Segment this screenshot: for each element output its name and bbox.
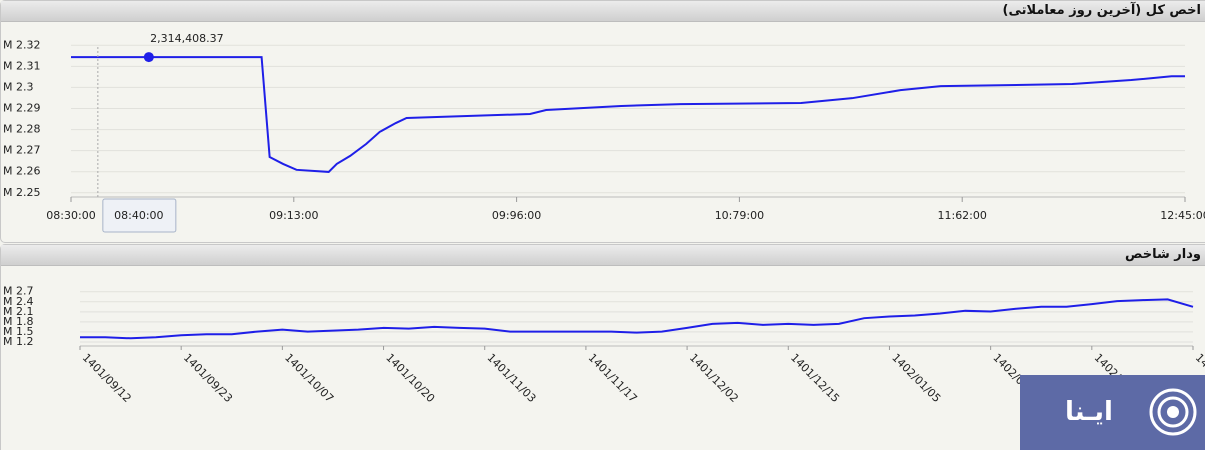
panel-header: اخص کل (آخرین روز معاملاتی) (1, 1, 1205, 22)
panel: اخص کل (آخرین روز معاملاتی) (0, 0, 1205, 243)
y-tick-label: M 2.27 (3, 144, 40, 157)
y-tick-label: M 2.31 (3, 59, 40, 72)
x-tick-label: 12:45:00 (1160, 209, 1205, 222)
x-tick-label: 14 (1193, 351, 1205, 370)
y-tick-label: M 1.2 (3, 335, 33, 348)
x-tick-label: 1401/11/17 (586, 351, 640, 405)
y-tick-label: M 1.8 (3, 315, 33, 328)
y-tick-label: M 2.28 (3, 123, 40, 136)
x-tick-label: 1401/09/12 (80, 351, 134, 405)
panel: ودار شاخص (0, 244, 1205, 450)
x-tick-label: 1402/01/05 (889, 351, 943, 405)
y-tick-label: M 2.29 (3, 102, 40, 115)
y-tick-label: M 2.7 (3, 285, 33, 298)
line-series (71, 56, 1185, 173)
x-tick-label: 08:30:00 (46, 209, 95, 222)
x-tick-label: 09:13:00 (269, 209, 318, 222)
x-tick-label: 09:96:00 (492, 209, 541, 222)
watermark-logo: ایـنا (1020, 375, 1205, 450)
y-tick-label: M 2.1 (3, 305, 33, 318)
y-tick-label: M 2.3 (3, 80, 33, 93)
panel-title: ودار شاخص (1125, 247, 1201, 262)
x-tick-label: 10:79:00 (715, 209, 764, 222)
tooltip-box (102, 198, 177, 233)
tooltip-label: 08:40:00 (114, 209, 163, 222)
panel-header: ودار شاخص (1, 245, 1205, 266)
x-tick-label: 1401/11/03 (484, 351, 538, 405)
x-tick-label: 1401/10/07 (282, 351, 336, 405)
y-tick-label: M 2.4 (3, 295, 33, 308)
hover-value: 2,314,408.37 (150, 32, 223, 45)
line-series (80, 298, 1194, 340)
x-tick-label: 1401/10/20 (383, 351, 437, 405)
x-tick-label: 1401/09/23 (181, 351, 235, 405)
x-tick-label: 1401/12/15 (788, 351, 842, 405)
x-tick-label: 11:62:00 (937, 209, 986, 222)
y-tick-label: M 1.5 (3, 325, 33, 338)
y-tick-label: M 2.25 (3, 186, 40, 199)
panel-title: اخص کل (آخرین روز معاملاتی) (1002, 3, 1201, 18)
y-tick-label: M 2.26 (3, 165, 40, 178)
x-tick-label: 1401/12/02 (687, 351, 741, 405)
hover-point (143, 52, 154, 63)
y-tick-label: M 2.32 (3, 38, 40, 51)
logo-icon (1149, 388, 1197, 436)
watermark: ایـنا (1065, 397, 1113, 427)
